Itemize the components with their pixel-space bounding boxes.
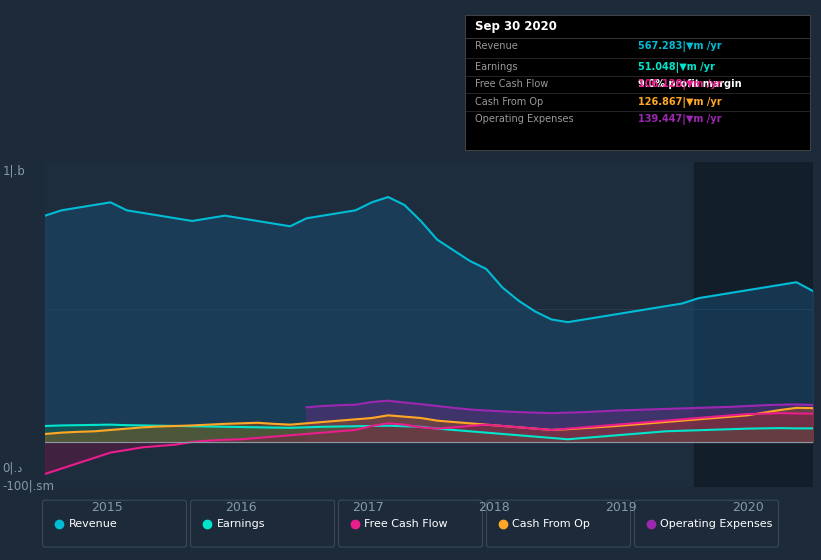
Text: -100|.sm: -100|.sm <box>2 479 54 492</box>
Text: Operating Expenses: Operating Expenses <box>661 519 773 529</box>
Bar <box>694 162 813 487</box>
Text: 9.0% profit margin: 9.0% profit margin <box>637 79 741 89</box>
Text: Earnings: Earnings <box>217 519 265 529</box>
Text: 139.447|▼m /yr: 139.447|▼m /yr <box>637 114 721 125</box>
Text: 1|.b: 1|.b <box>2 164 25 178</box>
Text: Revenue: Revenue <box>68 519 117 529</box>
Text: 2016: 2016 <box>225 501 257 514</box>
Text: Free Cash Flow: Free Cash Flow <box>365 519 448 529</box>
Text: Cash From Op: Cash From Op <box>512 519 590 529</box>
Text: 126.867|▼m /yr: 126.867|▼m /yr <box>637 97 721 108</box>
Text: Revenue: Revenue <box>475 41 518 50</box>
Text: 2018: 2018 <box>479 501 510 514</box>
Text: 2020: 2020 <box>732 501 764 514</box>
Text: 567.283|▼m /yr: 567.283|▼m /yr <box>637 41 721 52</box>
Text: 106.128|▼m /yr: 106.128|▼m /yr <box>637 79 721 90</box>
Text: 2017: 2017 <box>351 501 383 514</box>
Text: Cash From Op: Cash From Op <box>475 97 544 106</box>
Text: Sep 30 2020: Sep 30 2020 <box>475 20 557 34</box>
Text: Earnings: Earnings <box>475 62 518 72</box>
Text: 51.048|▼m /yr: 51.048|▼m /yr <box>637 62 714 73</box>
Text: Operating Expenses: Operating Expenses <box>475 114 574 124</box>
Text: 0|.د: 0|.د <box>2 461 23 474</box>
Text: Free Cash Flow: Free Cash Flow <box>475 79 548 89</box>
Text: 2019: 2019 <box>605 501 637 514</box>
Text: 2015: 2015 <box>90 501 122 514</box>
